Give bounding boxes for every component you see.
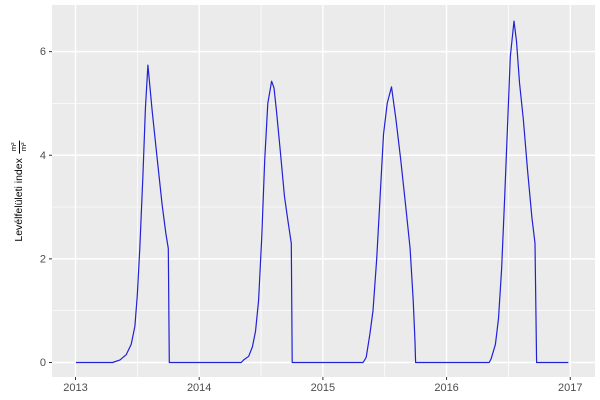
y-axis-title: Levélfelületi index m² m² xyxy=(9,140,28,242)
x-tick-label: 2016 xyxy=(434,382,458,394)
y-axis-unit-denominator: m² xyxy=(18,142,28,152)
x-tick-label: 2017 xyxy=(558,382,582,394)
y-axis-unit-fraction: m² m² xyxy=(9,140,28,154)
lai-series-line xyxy=(76,20,569,364)
y-tick-label: 4 xyxy=(40,150,46,162)
y-tick-label: 6 xyxy=(40,46,46,58)
x-tick-label: 2014 xyxy=(187,382,211,394)
y-tick-label: 0 xyxy=(40,357,46,369)
x-tick-label: 2013 xyxy=(63,382,87,394)
x-tick-label: 2015 xyxy=(311,382,335,394)
y-tick-label: 2 xyxy=(40,253,46,265)
y-axis-title-text: Levélfelületi index xyxy=(12,158,25,242)
